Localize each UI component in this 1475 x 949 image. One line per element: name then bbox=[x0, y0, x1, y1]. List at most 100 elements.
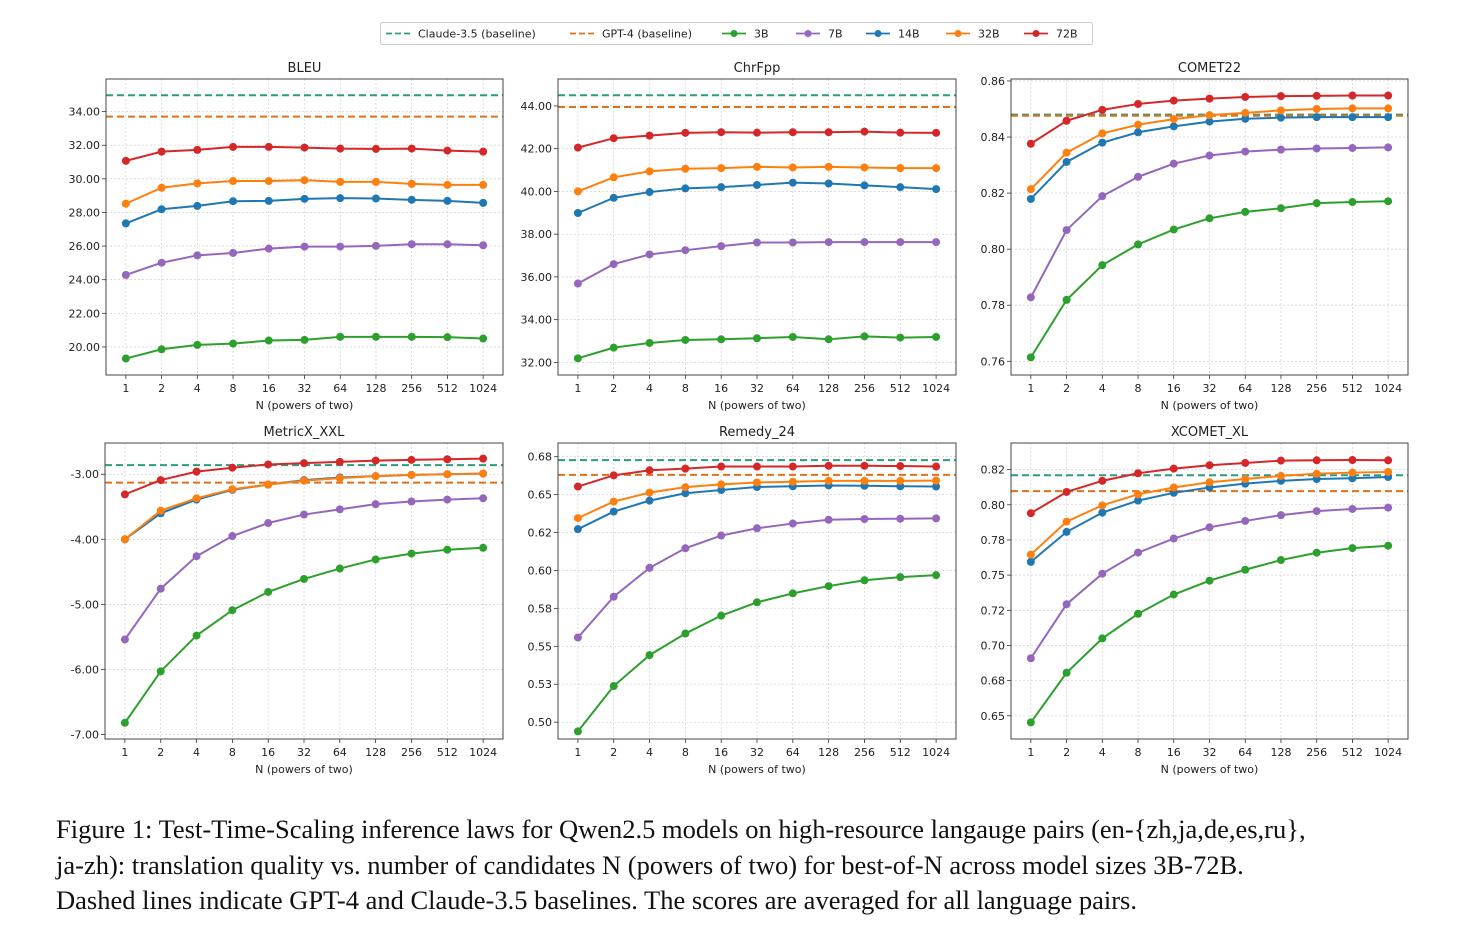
data-point bbox=[335, 564, 344, 573]
x-tick-label: 4 bbox=[646, 746, 653, 759]
legend-label: Claude-3.5 (baseline) bbox=[418, 28, 536, 41]
x-tick-label: 1024 bbox=[469, 746, 497, 759]
data-point bbox=[1205, 478, 1214, 487]
data-point bbox=[896, 183, 905, 192]
data-point bbox=[120, 635, 129, 644]
legend-label: 7B bbox=[828, 28, 843, 41]
data-point bbox=[1134, 496, 1143, 505]
data-point bbox=[157, 183, 166, 192]
data-point bbox=[681, 489, 690, 498]
data-point bbox=[573, 209, 582, 218]
data-point bbox=[1134, 490, 1143, 499]
data-point bbox=[573, 633, 582, 642]
y-tick-label: 24.00 bbox=[69, 274, 101, 287]
subplot-remedy-24: 1 2 4 8 16 32 64 128 256 512 1024 0.50 0.53 0.55 0.58 0… bbox=[528, 425, 957, 776]
x-tick-label: 32 bbox=[1203, 746, 1217, 759]
data-point bbox=[300, 143, 309, 152]
data-point bbox=[609, 497, 618, 506]
data-point bbox=[1062, 295, 1071, 304]
x-tick-label: 2 bbox=[157, 746, 164, 759]
data-point bbox=[156, 506, 165, 515]
data-point bbox=[681, 629, 690, 638]
x-tick-label: 1 bbox=[1027, 746, 1034, 759]
data-point bbox=[1384, 467, 1393, 476]
y-tick-label: 0.78 bbox=[981, 299, 1006, 312]
series-14b bbox=[573, 178, 941, 218]
data-point bbox=[681, 464, 690, 473]
data-point bbox=[717, 531, 726, 540]
data-point bbox=[479, 454, 488, 463]
data-point bbox=[1384, 197, 1393, 206]
y-tick-label: 0.55 bbox=[528, 640, 553, 653]
series-14b bbox=[1026, 113, 1393, 203]
legend-marker bbox=[954, 30, 962, 37]
data-point bbox=[156, 476, 165, 485]
data-point bbox=[932, 238, 941, 247]
series-32b bbox=[1026, 104, 1393, 194]
data-point bbox=[157, 345, 166, 354]
data-point bbox=[1134, 469, 1143, 478]
y-tick-label: 38.00 bbox=[521, 228, 553, 241]
data-point bbox=[1205, 214, 1214, 223]
data-point bbox=[860, 238, 869, 247]
data-point bbox=[645, 466, 654, 475]
y-tick-label: 0.65 bbox=[528, 489, 553, 502]
y-tick-label: -6.00 bbox=[71, 663, 99, 676]
x-tick-label: 256 bbox=[854, 382, 875, 395]
y-tick-label: 32.00 bbox=[521, 356, 553, 369]
data-point bbox=[1276, 113, 1285, 122]
data-point bbox=[717, 486, 726, 495]
legend-label: 72B bbox=[1056, 28, 1078, 41]
x-tick-label: 8 bbox=[229, 746, 236, 759]
series-3b bbox=[573, 571, 941, 736]
caption-line: ja-zh): translation quality vs. number o… bbox=[56, 849, 1244, 880]
data-point bbox=[1348, 113, 1357, 122]
data-point bbox=[407, 455, 416, 464]
y-tick-label: 28.00 bbox=[69, 206, 101, 219]
data-point bbox=[1348, 468, 1357, 477]
data-point bbox=[932, 128, 941, 137]
data-point bbox=[753, 162, 761, 171]
x-tick-label: 1 bbox=[574, 746, 581, 759]
legend-item: 14B bbox=[866, 28, 920, 41]
data-point bbox=[645, 188, 654, 197]
data-point bbox=[371, 332, 380, 341]
data-point bbox=[788, 238, 797, 247]
data-point bbox=[681, 164, 690, 173]
x-tick-label: 128 bbox=[365, 382, 386, 395]
data-point bbox=[121, 199, 130, 208]
data-point bbox=[896, 462, 905, 471]
y-tick-label: 20.00 bbox=[69, 341, 101, 354]
data-point bbox=[645, 167, 654, 176]
x-tick-label: 32 bbox=[297, 746, 311, 759]
y-tick-label: 0.82 bbox=[981, 187, 1006, 200]
data-point bbox=[573, 482, 582, 491]
data-point bbox=[1169, 225, 1178, 234]
y-tick-label: 0.78 bbox=[981, 534, 1006, 547]
data-point bbox=[788, 462, 797, 471]
data-point bbox=[1134, 240, 1143, 249]
data-point bbox=[1062, 527, 1071, 536]
y-tick-label: 0.75 bbox=[981, 569, 1006, 582]
series-32b bbox=[120, 469, 488, 544]
data-point bbox=[609, 343, 618, 352]
data-point bbox=[1241, 207, 1250, 216]
x-axis-label: N (powers of two) bbox=[708, 763, 806, 776]
data-point bbox=[193, 251, 202, 260]
data-point bbox=[717, 611, 726, 620]
data-point bbox=[300, 335, 309, 344]
data-point bbox=[229, 339, 238, 348]
data-point bbox=[1348, 504, 1357, 513]
data-point bbox=[717, 183, 726, 192]
data-point bbox=[1098, 508, 1107, 517]
y-tick-label: 0.53 bbox=[528, 678, 553, 691]
series-32b bbox=[573, 162, 941, 196]
data-point bbox=[1169, 590, 1178, 599]
data-point bbox=[681, 335, 690, 344]
data-point bbox=[371, 456, 380, 465]
x-tick-label: 32 bbox=[750, 746, 764, 759]
data-point bbox=[336, 144, 345, 153]
data-point bbox=[479, 180, 488, 189]
y-tick-label: 0.72 bbox=[981, 604, 1006, 617]
data-point bbox=[1026, 293, 1035, 302]
